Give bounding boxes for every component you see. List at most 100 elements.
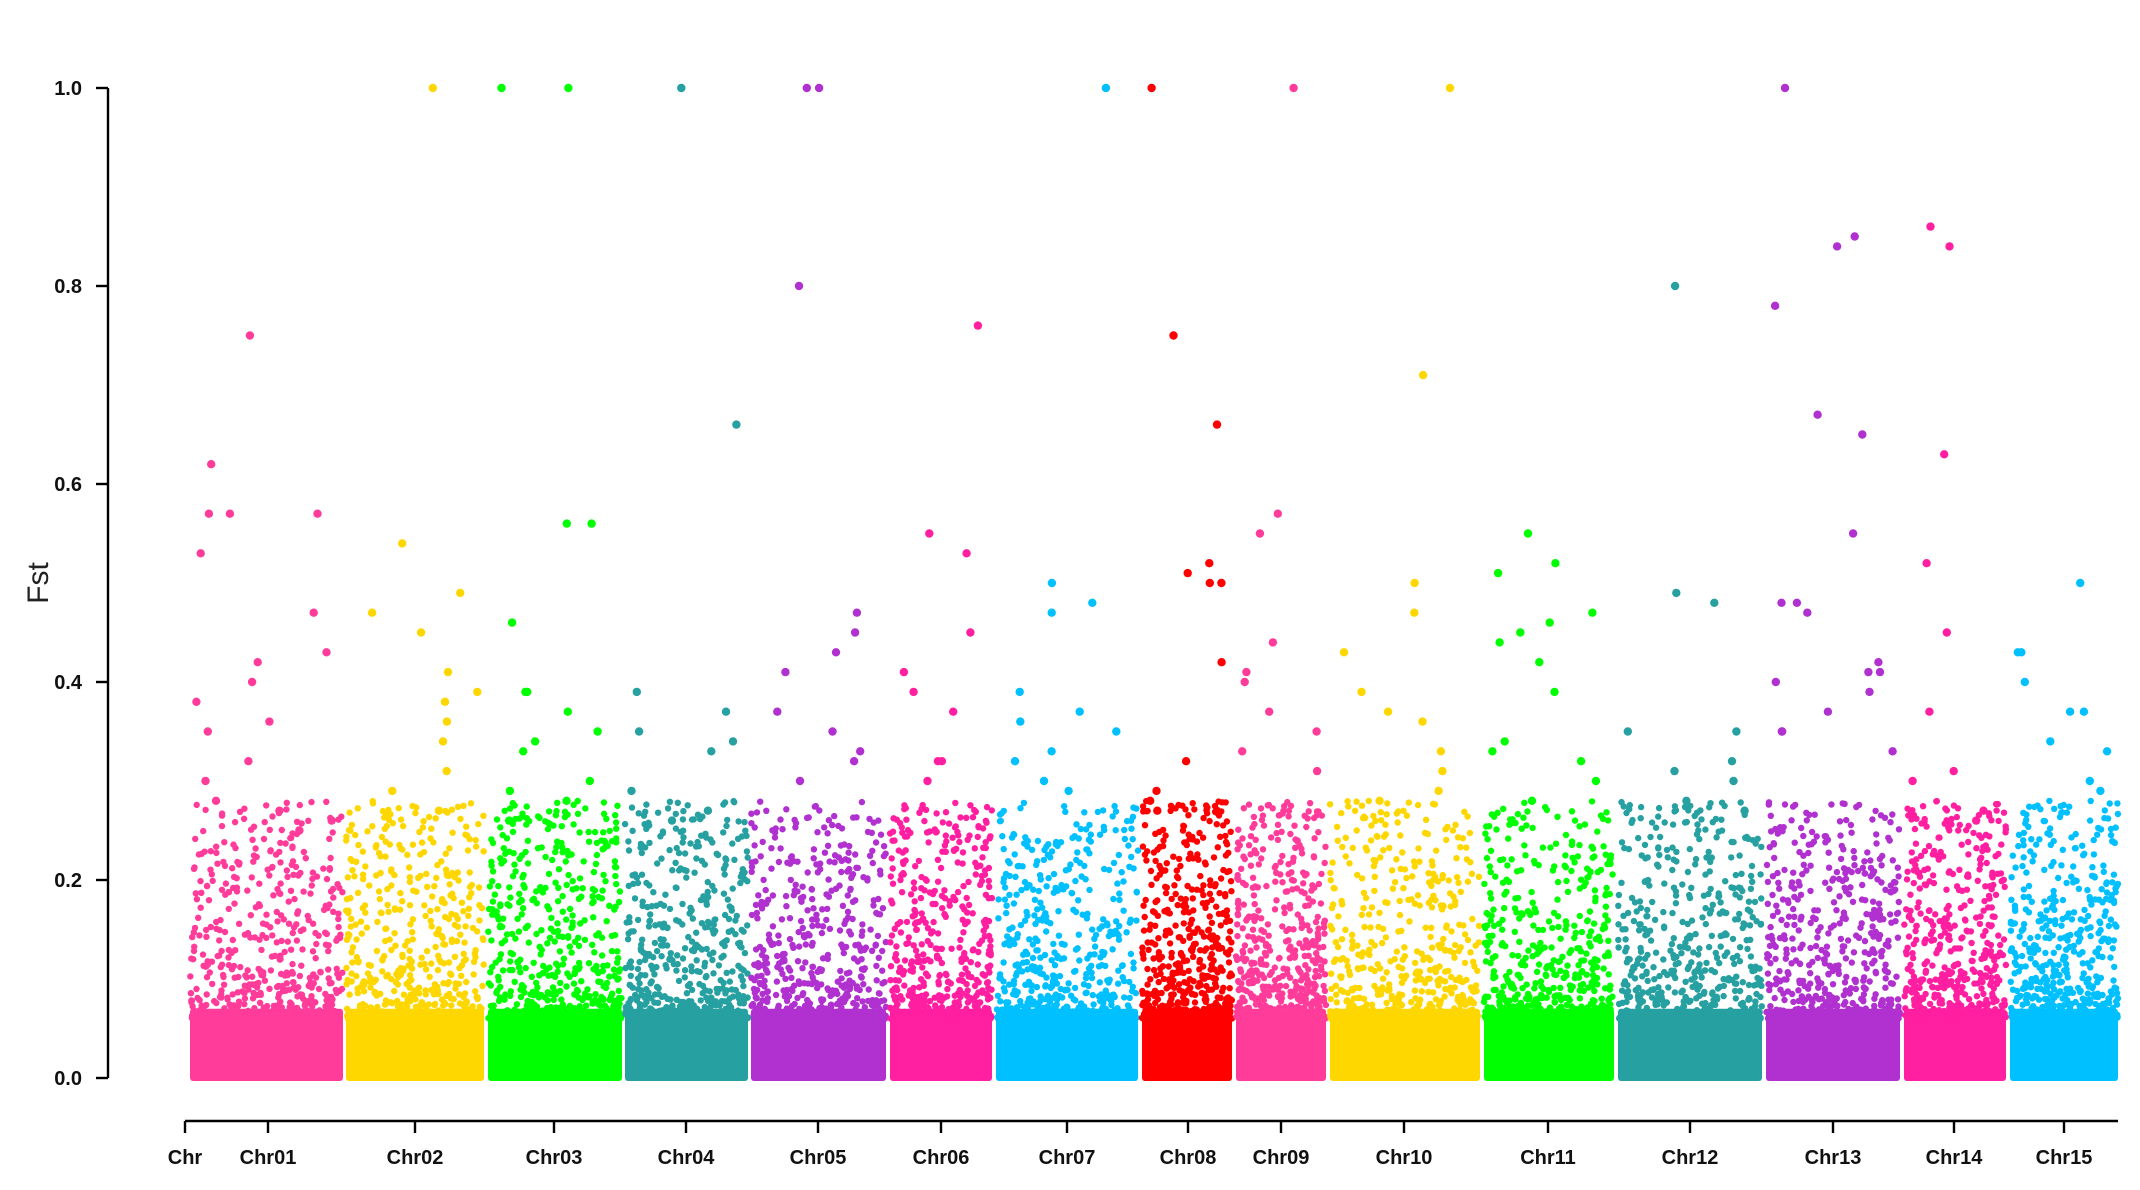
snp-point xyxy=(748,1002,755,1009)
snp-point xyxy=(460,957,468,965)
snp-point xyxy=(202,926,210,934)
snp-point xyxy=(452,985,459,992)
snp-point xyxy=(1003,909,1010,917)
snp-point xyxy=(1307,941,1314,948)
snp-point xyxy=(367,984,374,991)
snp-point xyxy=(565,871,572,879)
snp-point xyxy=(450,894,457,902)
snp-point xyxy=(1247,833,1255,840)
snp-point xyxy=(845,849,852,856)
snp-point xyxy=(724,896,731,903)
snp-point xyxy=(1133,888,1140,895)
snp-point xyxy=(1191,806,1198,813)
snp-point xyxy=(879,947,886,955)
snp-point xyxy=(1368,1001,1376,1008)
snp-point xyxy=(344,874,351,881)
snp-point xyxy=(353,973,360,980)
snp-point xyxy=(298,1015,306,1022)
snp-point xyxy=(325,947,332,955)
snp-point xyxy=(1181,900,1189,907)
snp-point xyxy=(1203,982,1210,990)
snp-point xyxy=(982,844,989,852)
snp-point xyxy=(396,906,404,913)
snp-point xyxy=(1096,979,1104,986)
snp-point xyxy=(578,978,585,985)
snp-point xyxy=(1116,922,1123,930)
snp-point xyxy=(1305,895,1312,902)
snp-point xyxy=(1406,918,1413,925)
snp-point xyxy=(778,916,786,923)
snp-point xyxy=(1175,855,1183,863)
snp-point xyxy=(687,840,694,847)
snp-point xyxy=(354,1013,362,1020)
snp-point xyxy=(1018,886,1025,894)
snp-point xyxy=(600,829,607,836)
snp-point xyxy=(721,871,728,878)
snp-point xyxy=(285,898,292,905)
snp-point-outlier xyxy=(973,321,983,330)
snp-point xyxy=(839,902,847,909)
snp-point xyxy=(1109,813,1116,820)
snp-point xyxy=(1197,982,1204,989)
snp-point xyxy=(489,878,496,885)
snp-point xyxy=(1134,847,1142,854)
snp-point xyxy=(353,936,360,943)
snp-point xyxy=(1253,967,1260,974)
snp-point xyxy=(873,909,880,917)
snp-point xyxy=(1305,978,1312,986)
snp-point xyxy=(346,931,353,939)
snp-point xyxy=(284,938,291,945)
snp-point xyxy=(1314,930,1322,937)
snp-point xyxy=(824,905,831,913)
snp-point xyxy=(1258,855,1265,862)
snp-point xyxy=(1080,981,1088,988)
snp-point xyxy=(1261,949,1269,957)
snp-point xyxy=(1013,969,1021,977)
snp-point xyxy=(379,1008,386,1015)
snp-point xyxy=(518,911,525,918)
snp-point xyxy=(1301,812,1308,819)
snp-point xyxy=(436,1015,444,1022)
snp-point xyxy=(954,1007,961,1014)
snp-point xyxy=(1315,944,1323,951)
snp-point xyxy=(829,821,836,829)
snp-point-outlier xyxy=(949,707,958,716)
snp-point xyxy=(325,966,332,973)
snp-point xyxy=(782,892,790,900)
snp-point xyxy=(509,966,516,974)
snp-point xyxy=(831,859,838,866)
snp-point xyxy=(1121,835,1129,843)
snp-point xyxy=(255,901,263,908)
snp-point xyxy=(982,839,989,846)
snp-point xyxy=(425,813,433,821)
snp-point xyxy=(218,810,226,817)
snp-point xyxy=(850,955,858,962)
snp-point xyxy=(333,937,340,944)
snp-point xyxy=(366,978,373,985)
snp-point xyxy=(1287,993,1294,1000)
snp-point xyxy=(1203,899,1211,906)
snp-point-outlier xyxy=(667,816,677,825)
snp-point xyxy=(1206,890,1214,897)
snp-point xyxy=(648,1006,655,1013)
snp-point xyxy=(430,839,437,846)
snp-point xyxy=(517,969,524,976)
snp-point xyxy=(1380,833,1388,840)
snp-point xyxy=(653,947,661,955)
snp-point-outlier xyxy=(563,707,572,716)
snp-point xyxy=(1050,940,1057,948)
snp-point xyxy=(765,931,773,938)
snp-point-outlier xyxy=(1240,677,1249,687)
snp-point-outlier xyxy=(1016,717,1025,726)
snp-point xyxy=(293,818,301,825)
snp-point xyxy=(539,889,547,896)
snp-point xyxy=(853,814,860,821)
snp-point xyxy=(1013,1004,1021,1011)
snp-point-outlier xyxy=(1181,757,1191,766)
snp-point xyxy=(1249,926,1257,933)
snp-point xyxy=(1114,930,1121,938)
snp-point xyxy=(1041,846,1048,854)
snp-point xyxy=(813,916,820,924)
snp-point xyxy=(1274,836,1282,844)
snp-point xyxy=(965,901,973,909)
